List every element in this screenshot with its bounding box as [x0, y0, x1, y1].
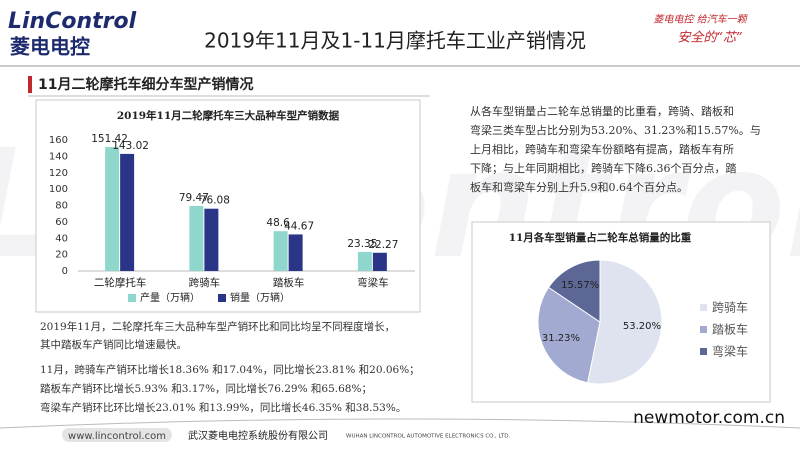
section-marker — [28, 76, 32, 93]
slide-title: 2019年11月及1-11月摩托车工业产销情况 — [204, 29, 586, 53]
bar — [120, 153, 135, 271]
value-label: 22.27 — [368, 239, 398, 251]
y-tick-label: 160 — [49, 135, 68, 146]
legend-swatch — [700, 326, 707, 333]
y-tick-label: 120 — [49, 168, 68, 179]
section-title: 11月二轮摩托车细分车型产销情况 — [38, 76, 253, 93]
y-tick-label: 20 — [55, 250, 68, 261]
pie-slice — [537, 286, 601, 384]
bar — [105, 147, 120, 271]
paragraph-line: 弯梁车产销环比环比增长23.01% 和13.99%，同比增长46.35% 和38… — [40, 401, 406, 414]
pie-slice — [587, 259, 663, 385]
paragraph-line: 板车和弯梁车分别上升5.9和0.64个百分点。 — [470, 180, 688, 194]
bar — [189, 205, 204, 271]
x-tick-label: 跨骑车 — [189, 276, 221, 289]
slogan: 安全的“芯” — [677, 30, 742, 46]
slogan: 菱电电控 给汽车一颗 — [653, 14, 748, 26]
logo-cn: 菱电电控 — [10, 35, 90, 59]
value-label: 48.6 — [266, 217, 290, 229]
footer-curve — [0, 418, 800, 429]
pie-slice — [547, 259, 601, 323]
footer-url: www.lincontrol.com — [68, 431, 166, 442]
y-tick-label: 40 — [55, 233, 68, 244]
legend-label: 销量（万辆） — [230, 291, 290, 304]
x-tick-label: 弯梁车 — [357, 276, 389, 289]
legend-label: 踏板车 — [712, 322, 748, 337]
paragraph-line: 上月相比，跨骑车和弯梁车份额略有提高，踏板车有所 — [470, 142, 734, 156]
value-label: 151.42 — [91, 133, 128, 145]
y-tick-label: 140 — [49, 151, 68, 162]
paragraph-line: 下降；与上年同期相比，跨骑车下降6.36个百分点，踏 — [470, 161, 737, 175]
paragraph-line: 从各车型销量占二轮车总销量的比重看，跨骑、踏板和 — [470, 104, 734, 118]
legend-swatch — [128, 294, 136, 302]
value-label: 53.20% — [623, 321, 661, 332]
footer-company: 武汉菱电电控系统股份有限公司 — [188, 429, 328, 442]
paragraph-line: 其中踏板车产销同比增速最快。 — [40, 338, 187, 351]
value-label: 44.67 — [284, 220, 314, 232]
legend-swatch — [700, 348, 707, 355]
paragraph-line: 弯梁三类车型占比分别为53.20%、31.23%和15.57%。与 — [470, 123, 761, 137]
chart-title: 2019年11月二轮摩托车三大品种车型产销数据 — [117, 109, 340, 122]
bar — [288, 234, 303, 271]
y-tick-label: 0 — [62, 266, 68, 277]
bar — [357, 251, 372, 271]
legend-label: 跨骑车 — [712, 300, 748, 315]
value-label: 143.02 — [112, 140, 149, 152]
paragraph-line: 11月，跨骑车产销环比增长18.36% 和17.04%，同比增长23.81% 和… — [40, 363, 420, 376]
y-tick-label: 80 — [55, 201, 68, 212]
legend-label: 产量（万辆） — [140, 291, 200, 304]
value-label: 76.08 — [200, 195, 230, 207]
bar — [204, 208, 219, 271]
value-label: 79.47 — [179, 192, 209, 204]
logo: LinControl — [8, 9, 137, 34]
x-tick-label: 二轮摩托车 — [94, 276, 147, 289]
paragraph-line: 踏板车产销环比增长5.93% 和3.17%，同比增长76.29% 和65.68%… — [40, 382, 372, 395]
bar — [372, 252, 387, 271]
y-tick-label: 100 — [49, 184, 68, 195]
x-tick-label: 踏板车 — [273, 276, 305, 289]
bar-chart-frame — [35, 99, 421, 313]
source: newmotor.com.cn — [633, 408, 785, 428]
bar — [273, 231, 288, 271]
legend-label: 弯梁车 — [712, 344, 748, 359]
value-label: 23.35 — [347, 238, 377, 250]
paragraph-line: 2019年11月，二轮摩托车三大品种车型产销环比和同比均呈不同程度增长， — [40, 320, 395, 333]
value-label: 31.23% — [542, 333, 580, 344]
legend-swatch — [218, 294, 226, 302]
url-pill — [62, 428, 172, 442]
legend-swatch — [700, 304, 707, 311]
value-label: 15.57% — [561, 280, 599, 291]
y-tick-label: 60 — [55, 217, 68, 228]
footer-company-en: WUHAN LINCONTROL AUTOMOTIVE ELECTRONICS … — [346, 434, 510, 440]
chart-title: 11月各车型销量占二轮车总销量的比重 — [509, 231, 692, 244]
